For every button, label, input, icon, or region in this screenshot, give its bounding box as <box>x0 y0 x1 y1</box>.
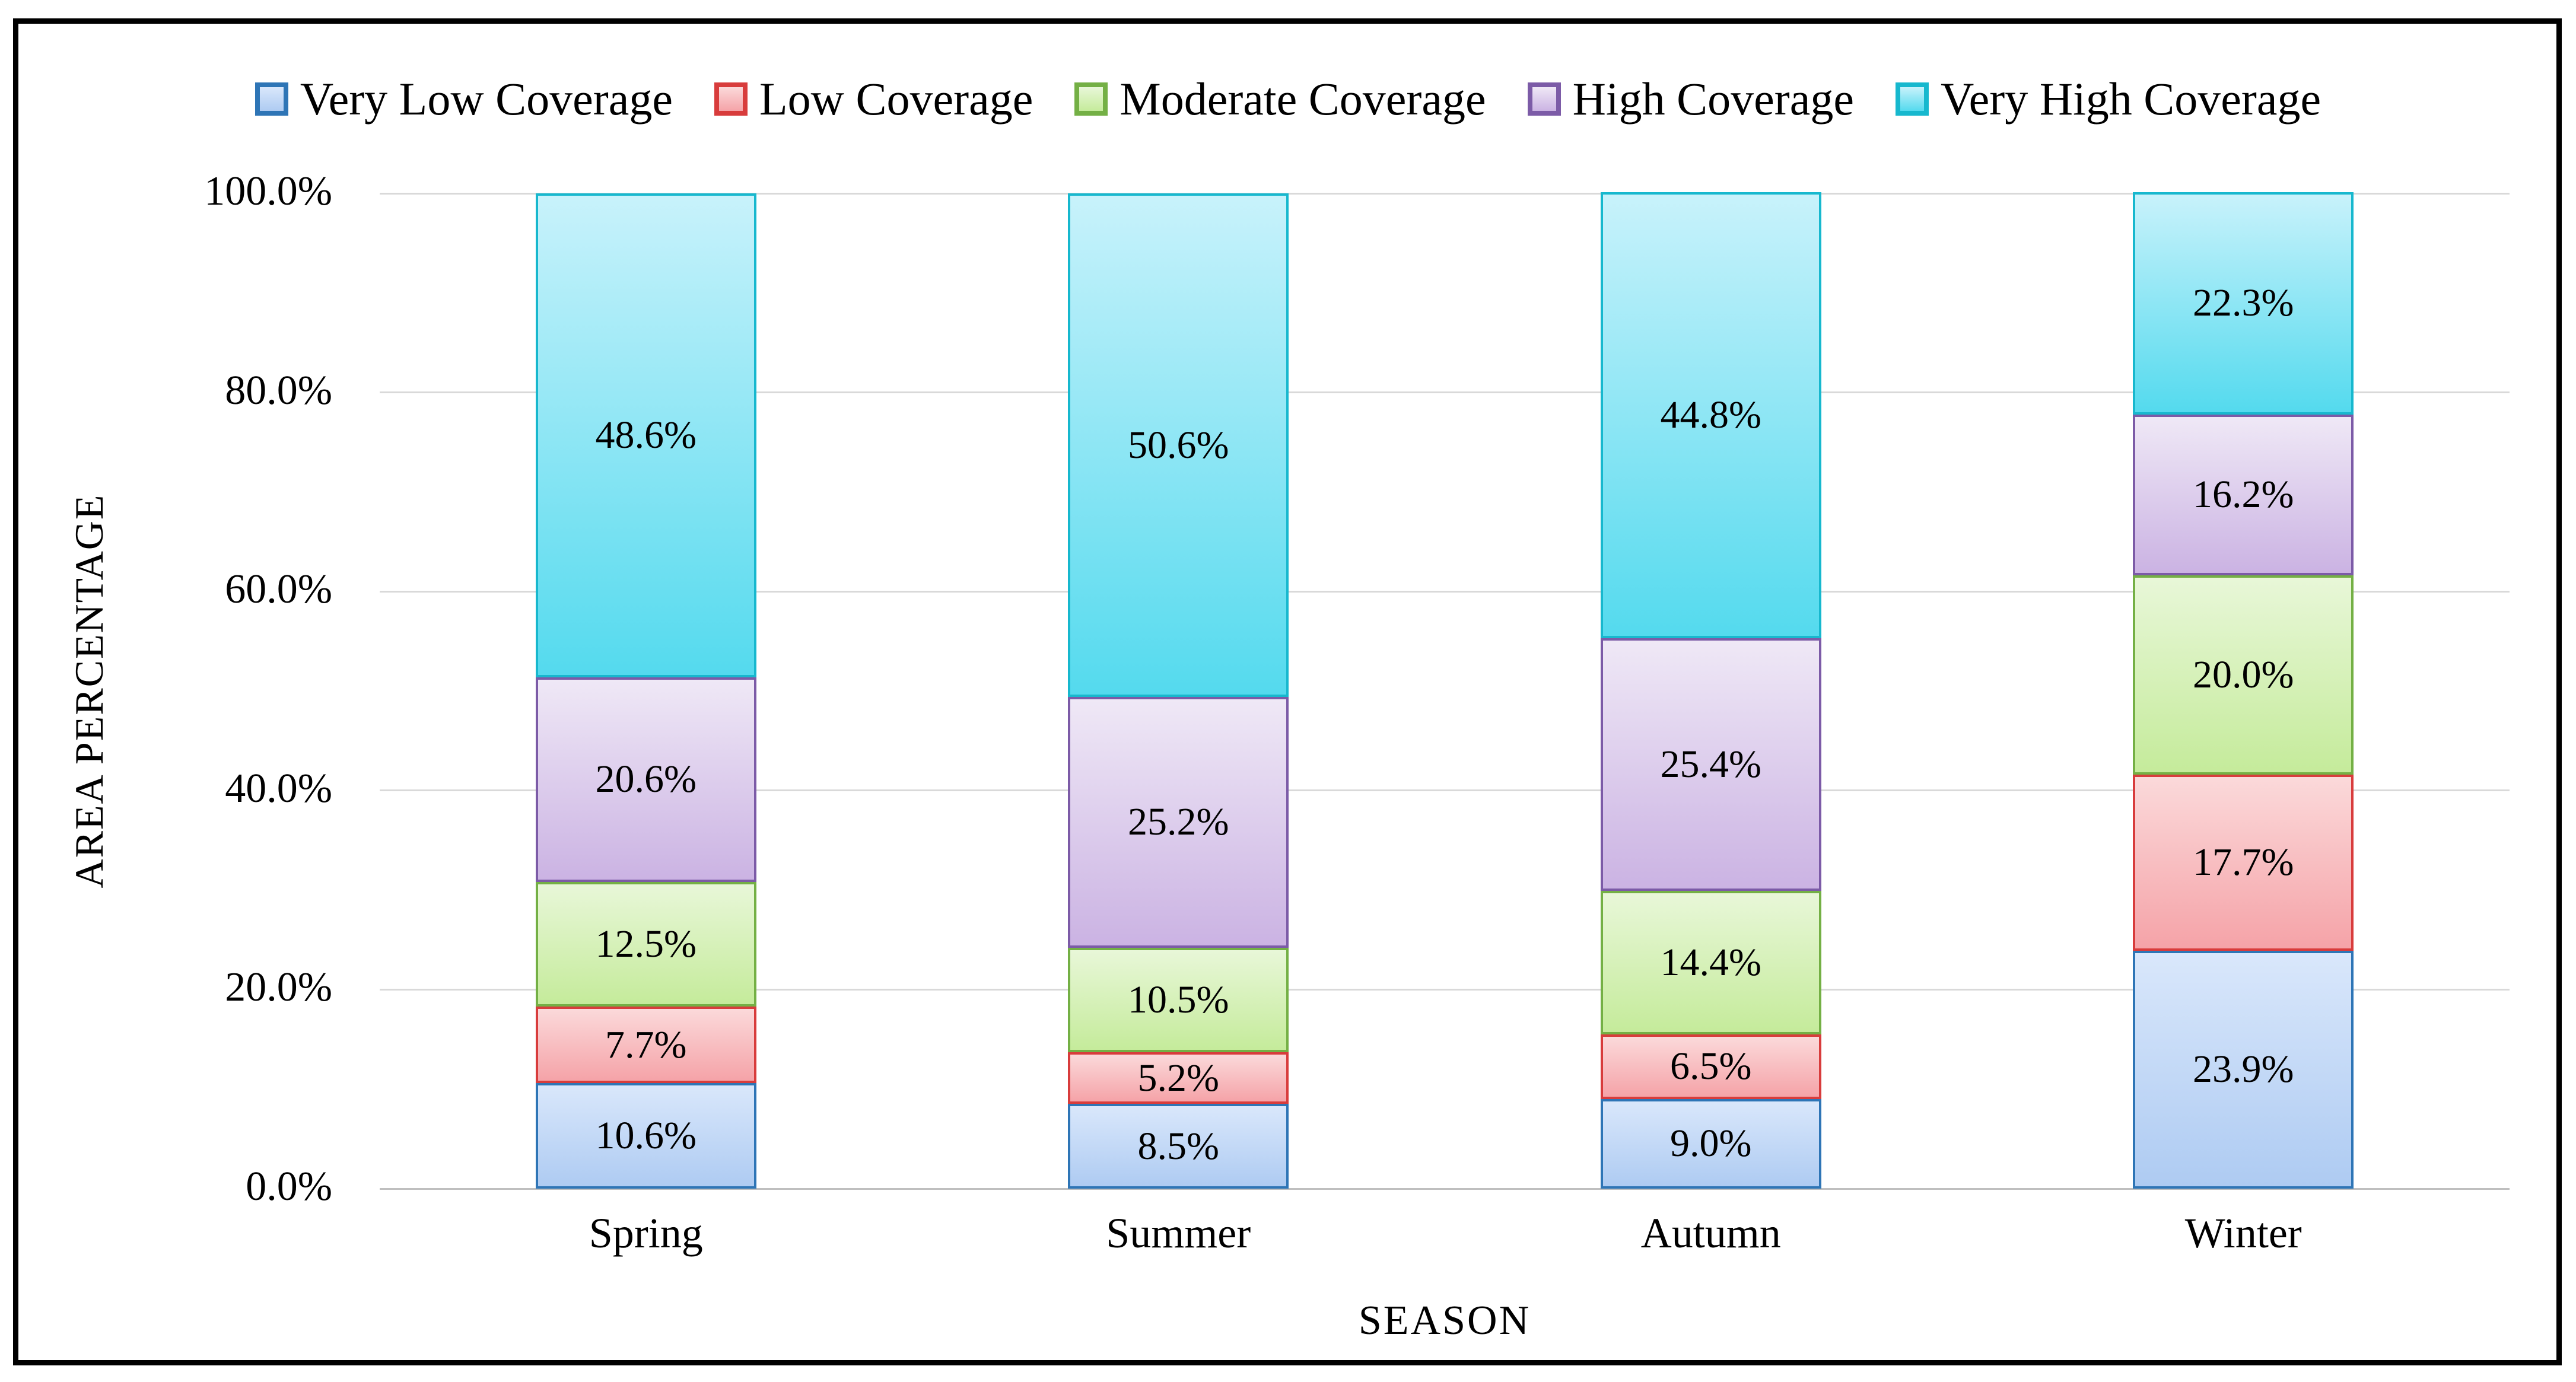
legend-label: Very High Coverage <box>1940 73 2321 125</box>
bar-segment-very-high-coverage: 22.3% <box>2133 192 2354 415</box>
y-tick-label: 20.0% <box>225 964 332 1011</box>
legend-swatch-icon <box>1895 82 1929 116</box>
bar-segment-very-low-coverage: 10.6% <box>535 1083 756 1189</box>
bar-segment-moderate-coverage: 10.5% <box>1068 947 1289 1053</box>
legend-label: Low Coverage <box>759 73 1033 125</box>
legend-swatch-icon <box>1527 82 1561 116</box>
legend-item-high-coverage: High Coverage <box>1527 73 1854 125</box>
bar-value-label: 10.6% <box>595 1114 697 1158</box>
legend-swatch-icon <box>714 82 748 116</box>
gridline <box>380 192 2510 195</box>
y-tick-label: 40.0% <box>225 765 332 811</box>
legend: Very Low Coverage Low Coverage Moderate Co… <box>36 76 2540 122</box>
bar-value-label: 25.2% <box>1128 800 1229 844</box>
bar-segment-moderate-coverage: 20.0% <box>2133 575 2354 775</box>
bar-value-label: 8.5% <box>1137 1124 1219 1168</box>
bar-segment-low-coverage: 6.5% <box>1600 1034 1821 1099</box>
bar-segment-very-low-coverage: 8.5% <box>1068 1104 1289 1189</box>
gridline <box>380 391 2510 394</box>
bar-value-label: 6.5% <box>1670 1045 1752 1088</box>
y-tick-label: 80.0% <box>225 367 332 413</box>
legend-item-very-low-coverage: Very Low Coverage <box>255 76 673 122</box>
bar-value-label: 12.5% <box>595 922 697 966</box>
bar-segment-high-coverage: 20.6% <box>535 677 756 883</box>
bar-segment-low-coverage: 7.7% <box>535 1006 756 1084</box>
bar-value-label: 44.8% <box>1660 393 1761 437</box>
bar-value-label: 17.7% <box>2193 840 2294 884</box>
x-tick-label: Winter <box>2184 1209 2302 1257</box>
y-axis-title: AREA PERCENTAGE <box>66 493 112 889</box>
x-tick-label: Spring <box>589 1209 703 1257</box>
x-axis-line <box>380 1187 2510 1190</box>
legend-label: Very Low Coverage <box>300 73 673 125</box>
bar-value-label: 5.2% <box>1137 1056 1219 1100</box>
bar-segment-very-low-coverage: 9.0% <box>1600 1098 1821 1189</box>
bar-value-label: 22.3% <box>2193 281 2294 325</box>
legend-swatch-icon <box>1074 82 1108 116</box>
gridline <box>380 789 2510 792</box>
gridline <box>380 590 2510 593</box>
bar-value-label: 7.7% <box>605 1023 687 1066</box>
bar-segment-high-coverage: 16.2% <box>2133 414 2354 576</box>
bar-segment-very-high-coverage: 44.8% <box>1600 192 1821 639</box>
legend-label: High Coverage <box>1572 73 1854 125</box>
bar-segment-very-high-coverage: 50.6% <box>1068 193 1289 698</box>
bar-value-label: 20.0% <box>2193 653 2294 697</box>
bar-value-label: 50.6% <box>1128 423 1229 467</box>
legend-label: Moderate Coverage <box>1120 73 1486 125</box>
y-tick-label: 0.0% <box>246 1164 332 1209</box>
bar-value-label: 10.5% <box>1128 978 1229 1022</box>
legend-swatch-icon <box>255 82 288 116</box>
bar-segment-high-coverage: 25.2% <box>1068 697 1289 948</box>
bar-segment-very-high-coverage: 48.6% <box>535 193 756 677</box>
y-tick-label: 60.0% <box>225 566 332 613</box>
bar-value-label: 23.9% <box>2193 1047 2294 1091</box>
bar-segment-low-coverage: 17.7% <box>2133 774 2354 951</box>
bar-segment-high-coverage: 25.4% <box>1600 638 1821 891</box>
legend-item-low-coverage: Low Coverage <box>714 76 1033 122</box>
x-tick-label: Autumn <box>1640 1209 1781 1257</box>
bar-value-label: 16.2% <box>2193 473 2294 517</box>
legend-item-very-high-coverage: Very High Coverage <box>1895 73 2321 125</box>
bar-segment-moderate-coverage: 12.5% <box>535 882 756 1007</box>
bar-value-label: 9.0% <box>1670 1122 1752 1166</box>
gridline <box>380 988 2510 991</box>
bar-segment-moderate-coverage: 14.4% <box>1600 891 1821 1034</box>
x-axis-title: SEASON <box>1358 1298 1531 1343</box>
bar-value-label: 25.4% <box>1660 743 1761 786</box>
bar-value-label: 14.4% <box>1660 941 1761 985</box>
x-tick-label: Summer <box>1106 1209 1251 1257</box>
legend-item-moderate-coverage: Moderate Coverage <box>1074 76 1486 122</box>
bar-value-label: 20.6% <box>595 757 697 801</box>
bar-segment-very-low-coverage: 23.9% <box>2133 950 2354 1189</box>
bar-segment-low-coverage: 5.2% <box>1068 1052 1289 1104</box>
y-tick-label: 100.0% <box>204 168 332 214</box>
bar-value-label: 48.6% <box>595 413 697 457</box>
